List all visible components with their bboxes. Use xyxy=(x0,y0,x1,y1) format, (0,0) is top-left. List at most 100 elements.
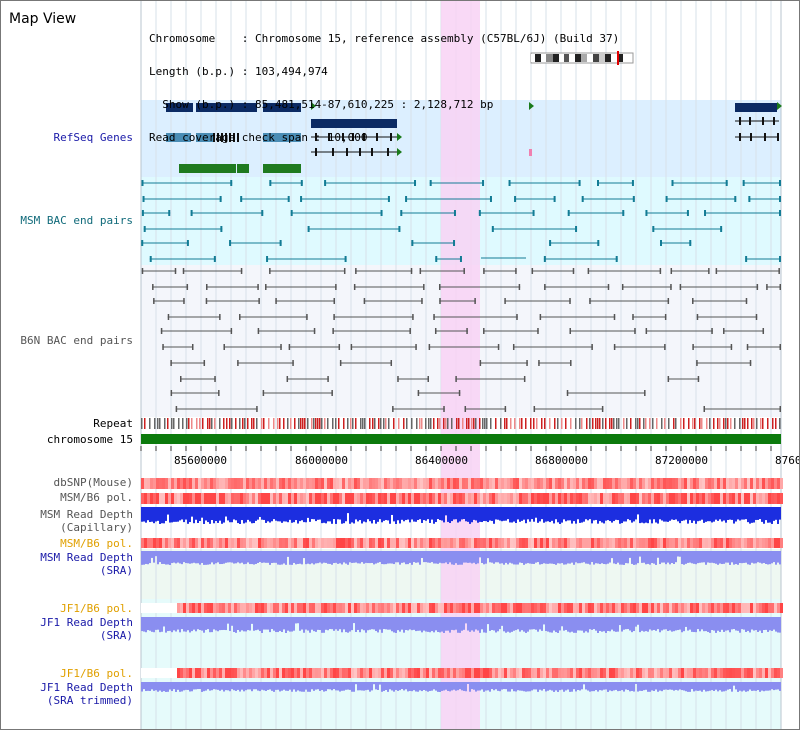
polymorphism-cell xyxy=(363,478,366,489)
read-depth-bar xyxy=(777,507,779,524)
refseq-gene[interactable] xyxy=(166,103,193,112)
track-label-chromosome[interactable]: chromosome 15 xyxy=(46,433,133,446)
repeat-element xyxy=(490,418,492,429)
repeat-element xyxy=(219,418,221,429)
read-depth-bar xyxy=(557,682,559,692)
polymorphism-cell xyxy=(534,493,537,504)
refseq-gene[interactable] xyxy=(237,164,249,173)
read-depth-bar xyxy=(433,617,435,633)
chromosome-bar[interactable] xyxy=(141,434,781,444)
polymorphism-cell xyxy=(252,493,255,504)
refseq-gene-small[interactable] xyxy=(529,149,532,156)
polymorphism-cell xyxy=(318,668,321,678)
polymorphism-cell xyxy=(246,603,249,613)
read-depth-bar xyxy=(449,507,451,524)
polymorphism-cell xyxy=(774,668,777,678)
track-label-refseq-genes[interactable]: RefSeq Genes xyxy=(53,131,133,144)
polymorphism-cell xyxy=(519,478,522,489)
polymorphism-cell xyxy=(636,478,639,489)
read-depth-bar xyxy=(159,617,161,633)
refseq-gene[interactable] xyxy=(263,133,301,142)
polymorphism-cell xyxy=(261,493,264,504)
repeat-element xyxy=(544,418,546,429)
refseq-gene[interactable] xyxy=(196,103,257,112)
track-label-jf1-depth-sra[interactable]: JF1 Read Depth xyxy=(40,616,133,629)
polymorphism-cell xyxy=(627,603,630,613)
read-depth-bar xyxy=(507,682,509,692)
polymorphism-cell xyxy=(501,538,504,548)
read-depth-bar xyxy=(219,507,221,521)
polymorphism-cell xyxy=(654,478,657,489)
polymorphism-cell xyxy=(675,668,678,678)
read-depth-bar xyxy=(351,682,353,692)
read-depth-bar xyxy=(273,682,275,692)
read-depth-bar xyxy=(533,682,535,690)
polymorphism-cell xyxy=(171,493,174,504)
repeat-element xyxy=(186,418,188,429)
polymorphism-cell xyxy=(294,493,297,504)
track-label-dbsnp[interactable]: dbSNP(Mouse) xyxy=(53,476,133,489)
refseq-gene[interactable] xyxy=(179,164,236,173)
bac-end-marker xyxy=(779,196,781,202)
track-label-msm-depth-cap[interactable]: MSM Read Depth xyxy=(40,508,133,521)
track-label-repeat[interactable]: Repeat xyxy=(93,417,133,430)
read-depth-bar xyxy=(757,617,759,632)
track-label-msm-bac[interactable]: MSM BAC end pairs xyxy=(20,214,133,227)
polymorphism-cell xyxy=(219,478,222,489)
refseq-gene[interactable] xyxy=(735,103,777,112)
track-label-jf1-pol[interactable]: JF1/B6 pol. xyxy=(60,602,133,615)
bac-end-marker xyxy=(779,180,781,186)
read-depth-bar xyxy=(679,617,681,630)
coverage-span-line: Read coverage check span : 10,000 xyxy=(149,131,368,144)
read-depth-bar xyxy=(717,682,719,692)
read-depth-bar xyxy=(647,682,649,692)
refseq-gene[interactable] xyxy=(263,103,301,112)
read-depth-bar xyxy=(741,507,743,520)
read-depth-bar xyxy=(251,551,253,565)
read-depth-bar xyxy=(333,682,335,690)
refseq-gene[interactable] xyxy=(166,133,191,142)
repeat-element xyxy=(211,418,213,429)
bac-end-marker xyxy=(409,328,411,334)
read-depth-bar xyxy=(323,507,325,523)
polymorphism-cell xyxy=(633,668,636,678)
polymorphism-cell xyxy=(519,538,522,548)
polymorphism-cell xyxy=(663,538,666,548)
read-depth-bar xyxy=(485,617,487,633)
polymorphism-cell xyxy=(732,603,735,613)
refseq-gene[interactable] xyxy=(311,119,397,128)
read-depth-bar xyxy=(671,551,673,563)
track-label-msm-pol[interactable]: MSM/B6 pol. xyxy=(60,491,133,504)
refseq-gene[interactable] xyxy=(263,164,301,173)
track-label-jf1-depth-trim[interactable]: JF1 Read Depth xyxy=(40,681,133,694)
polymorphism-cell xyxy=(441,668,444,678)
polymorphism-cell xyxy=(210,478,213,489)
track-label-msm-pol-2[interactable]: MSM/B6 pol. xyxy=(60,537,133,550)
read-depth-bar xyxy=(219,617,221,631)
bac-end-marker xyxy=(390,360,393,366)
repeat-element xyxy=(675,418,677,429)
polymorphism-cell xyxy=(330,603,333,613)
read-depth-bar xyxy=(527,507,529,520)
repeat-element xyxy=(668,418,670,429)
read-depth-bar xyxy=(247,682,249,690)
refseq-gene[interactable] xyxy=(196,133,213,142)
read-depth-bar xyxy=(175,507,177,522)
read-depth-bar xyxy=(409,551,411,563)
read-depth-bar xyxy=(587,617,589,633)
read-depth-bar xyxy=(555,682,557,691)
track-label-jf1-pol-2[interactable]: JF1/B6 pol. xyxy=(60,667,133,680)
polymorphism-cell xyxy=(747,538,750,548)
polymorphism-cell xyxy=(660,478,663,489)
track-label-b6n-bac[interactable]: B6N BAC end pairs xyxy=(20,334,133,347)
read-depth-bar xyxy=(205,507,207,521)
read-depth-bar xyxy=(425,682,427,691)
polymorphism-cell xyxy=(459,478,462,489)
read-depth-bar xyxy=(199,682,201,690)
read-depth-bar xyxy=(759,507,761,520)
track-label-msm-depth-sra[interactable]: MSM Read Depth xyxy=(40,551,133,564)
bac-end-marker xyxy=(410,268,413,274)
read-depth-bar xyxy=(559,682,561,691)
polymorphism-cell xyxy=(426,668,429,678)
